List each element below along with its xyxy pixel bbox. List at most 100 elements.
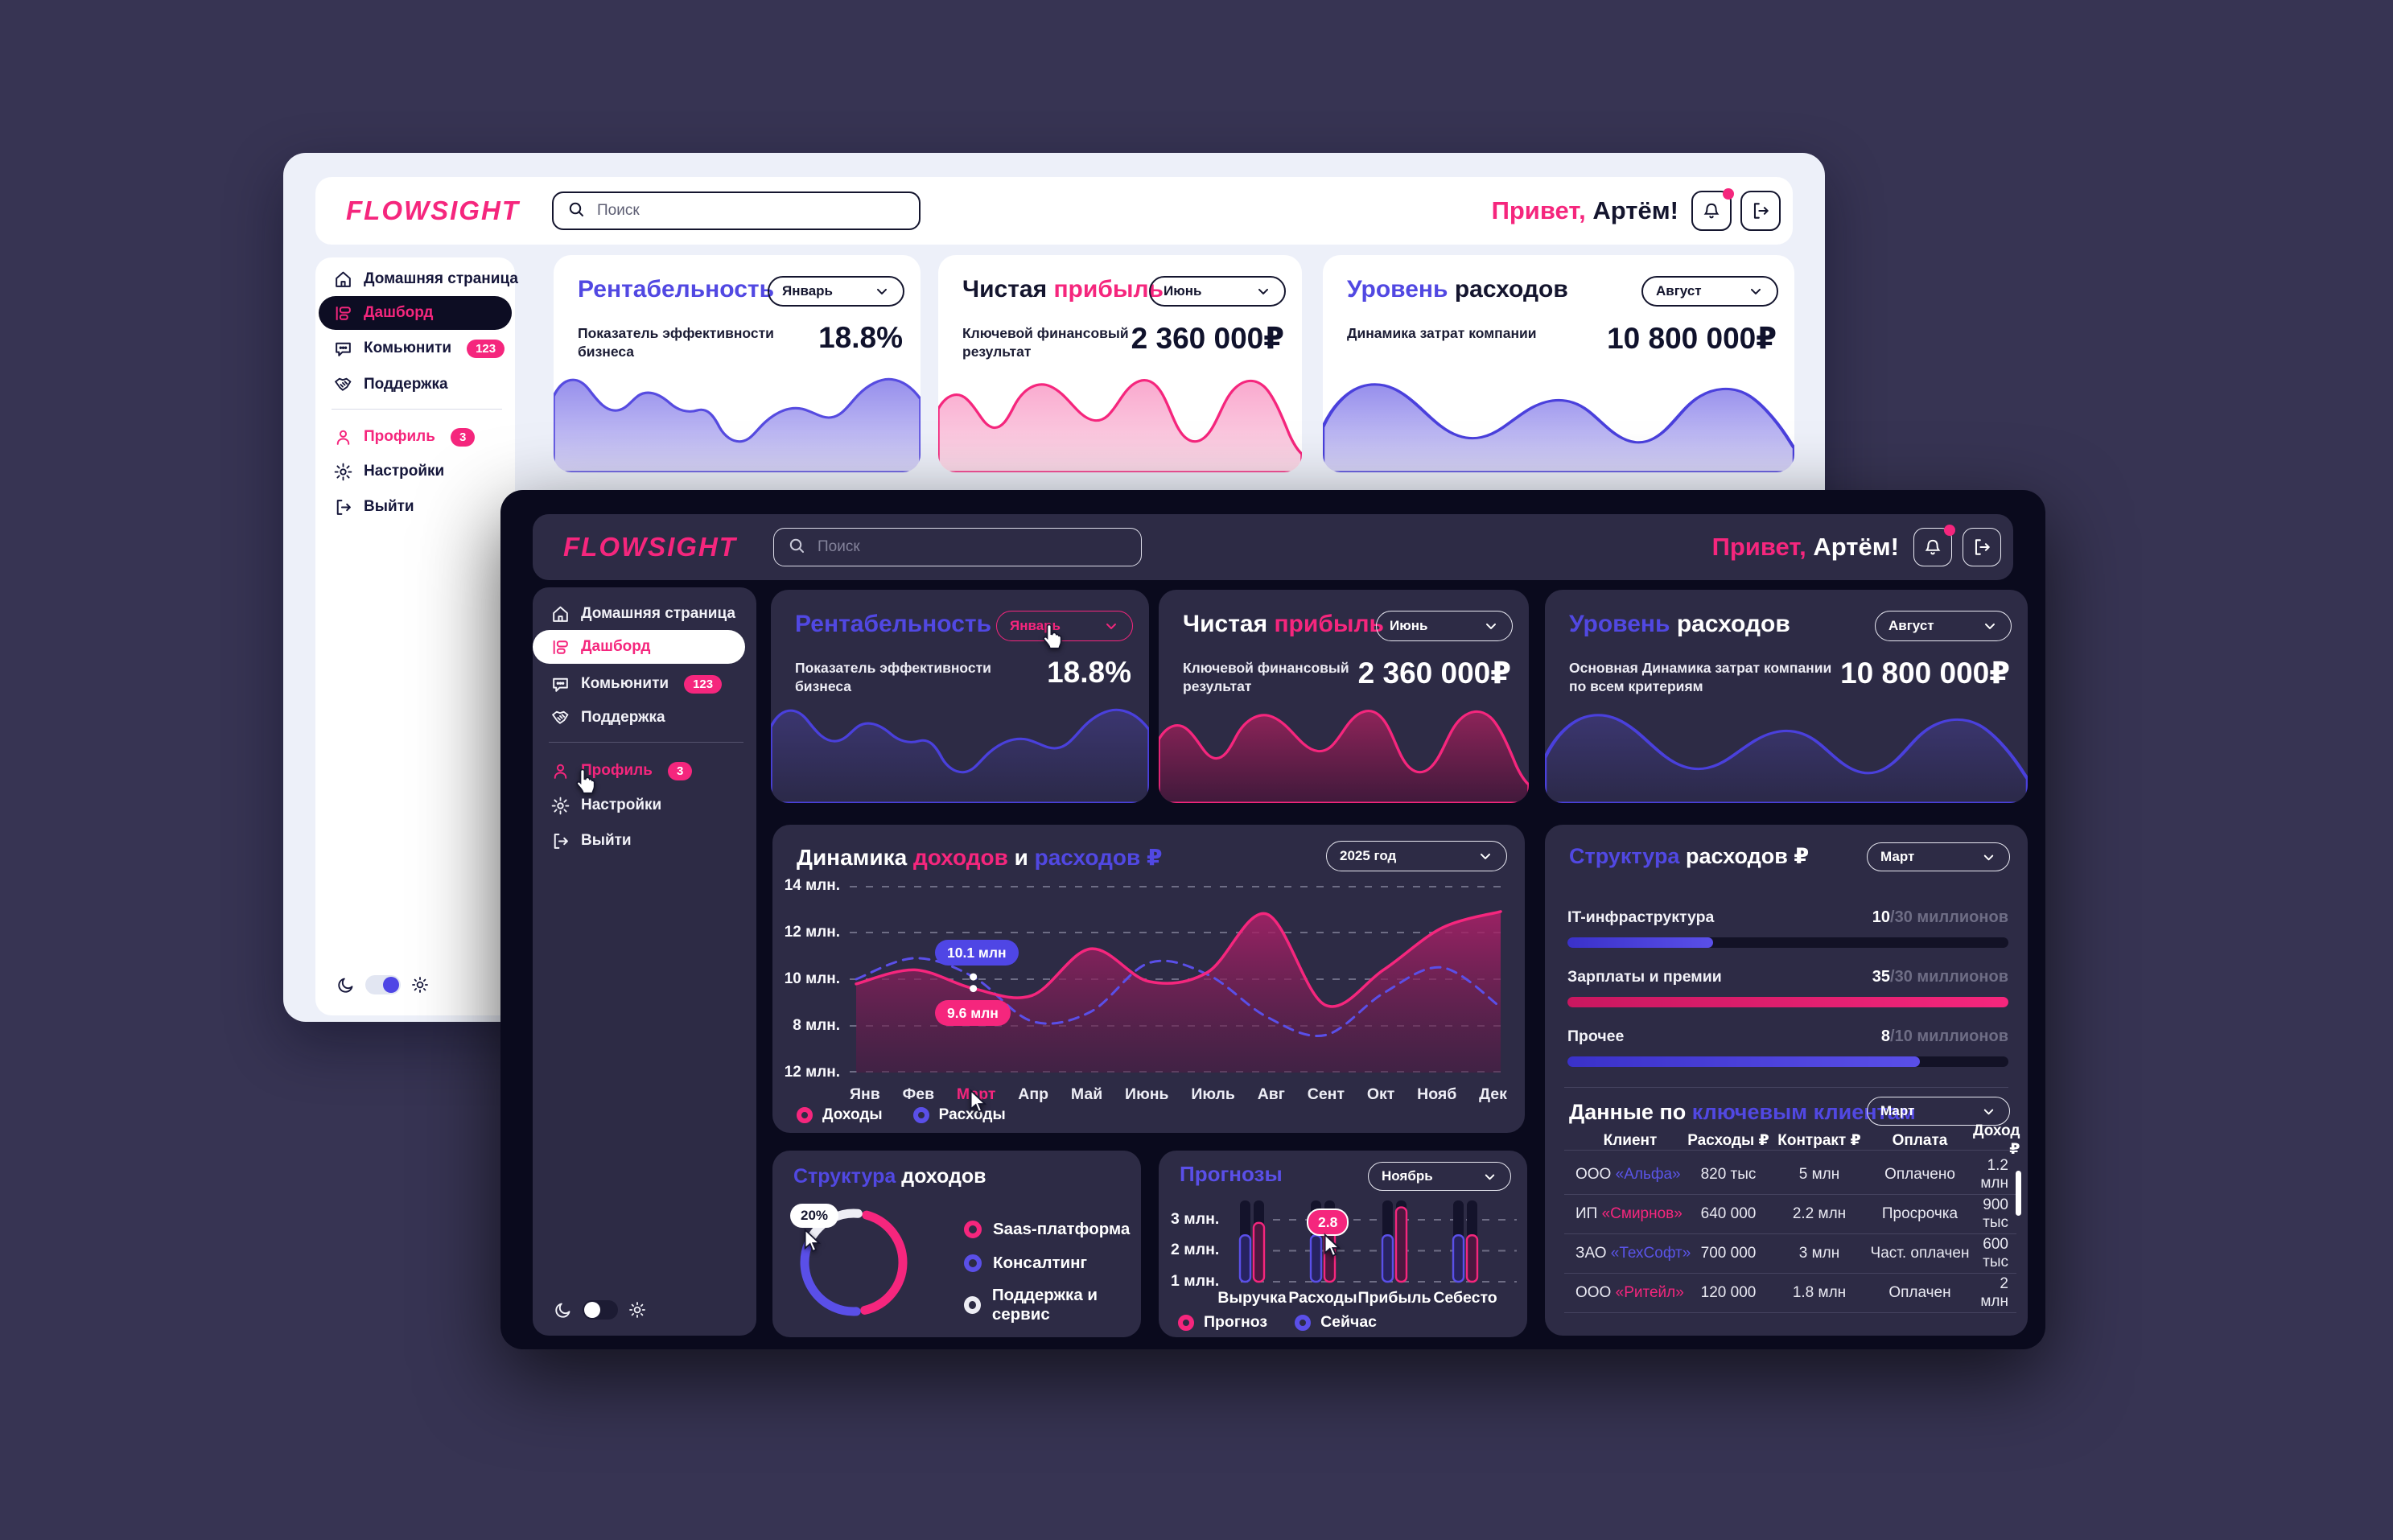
sidebar-item-community[interactable]: Комьюнити 123 [333, 331, 505, 365]
period-select[interactable]: Август [1875, 611, 2012, 641]
period-select[interactable]: Июнь [1376, 611, 1513, 641]
logout-button[interactable] [1740, 191, 1781, 231]
chevron-down-icon [1486, 623, 1496, 629]
month-label[interactable]: Фев [902, 1085, 935, 1103]
sidebar-item-settings[interactable]: Настройки [550, 789, 747, 822]
table-row[interactable]: ЗАО «ТехСофт» 700 000 3 млн Част. оплаче… [1564, 1233, 2016, 1274]
sidebar-item-profile[interactable]: Профиль 3 [333, 420, 505, 454]
sidebar-item-support[interactable]: Поддержка [550, 701, 747, 735]
scrollbar[interactable] [2016, 1171, 2021, 1216]
now-legend-dot [1295, 1314, 1312, 1331]
month-label[interactable]: Нояб [1417, 1085, 1457, 1103]
sidebar-item-logout[interactable]: Выйти [333, 490, 505, 524]
forecast-card: Прогнозы Ноябрь 3 млн. 2 млн. 1 млн. Выр… [1159, 1151, 1527, 1337]
greeting: Привет, Артём! [1711, 533, 1899, 561]
logout-icon [336, 499, 351, 515]
month-label[interactable]: Авг [1257, 1085, 1285, 1103]
community-badge: 123 [467, 339, 505, 358]
sidebar-item-dashboard[interactable]: Дашборд [533, 630, 745, 664]
notifications-button[interactable] [1913, 525, 1955, 566]
table-row[interactable]: ИП «Смирнов» 640 000 2.2 млн Просрочка 9… [1564, 1194, 2016, 1234]
handshake-icon [335, 377, 352, 391]
kpi-card-expense-level: Уровень расходов Август Основная Динамик… [1545, 590, 2028, 803]
greeting: Привет, Артём! [1491, 196, 1678, 224]
chat-icon [553, 677, 568, 692]
progress-fill [1567, 997, 2008, 1007]
chevron-down-icon [1751, 288, 1761, 294]
month-label[interactable]: Июнь [1125, 1085, 1169, 1103]
consulting-legend-dot [964, 1254, 982, 1272]
kpi-card-net-profit: Чистая прибыль Июнь Ключевой финансовый … [938, 255, 1302, 472]
logout-icon [1753, 203, 1769, 219]
donut-tooltip: 20% [790, 1204, 839, 1228]
period-select[interactable]: Июнь [1149, 276, 1286, 307]
year-select[interactable]: 2025 год [1326, 841, 1507, 871]
income-tooltip: 9.6 млн [935, 1000, 1011, 1026]
wave-chart [1323, 360, 1794, 472]
month-label[interactable]: Июль [1191, 1085, 1235, 1103]
sidebar-item-logout[interactable]: Выйти [550, 824, 747, 858]
month-label[interactable]: Апр [1018, 1085, 1049, 1103]
table-row[interactable]: ООО «Альфа» 820 тыс 5 млн Оплачено 1.2 м… [1564, 1155, 2016, 1195]
sidebar-item-profile[interactable]: Профиль 3 [550, 754, 747, 788]
search-bar[interactable] [773, 528, 1142, 566]
y-axis-label: 10 млн. [784, 970, 840, 987]
month-label[interactable]: Май [1070, 1085, 1103, 1103]
month-select[interactable]: Март [1867, 1097, 2010, 1126]
logout-icon [554, 833, 568, 849]
theme-toggle[interactable] [583, 1300, 618, 1320]
progress-bar-it [1567, 937, 2008, 948]
sidebar-item-support[interactable]: Поддержка [333, 368, 505, 401]
month-label-active[interactable]: Март [956, 1085, 996, 1103]
gear-icon [334, 463, 352, 480]
chevron-down-icon [1106, 623, 1116, 629]
category-label: Себесто [1433, 1289, 1497, 1307]
chevron-down-icon [1258, 288, 1268, 294]
month-label[interactable]: Янв [850, 1085, 880, 1103]
month-label[interactable]: Дек [1479, 1085, 1507, 1103]
profile-badge: 3 [450, 427, 476, 447]
sidebar-item-home[interactable]: Домашняя страница [333, 262, 518, 296]
month-label[interactable]: Окт [1366, 1085, 1395, 1103]
chevron-down-icon [1983, 854, 1994, 860]
kpi-card-expense-level: Уровень расходов Август Динамика затрат … [1323, 255, 1794, 472]
kpi-card-net-profit: Чистая прибыль Июнь Ключевой финансовый … [1159, 590, 1529, 803]
sidebar-item-dashboard[interactable]: Дашборд [319, 296, 512, 330]
progress-fill [1567, 1056, 1921, 1067]
month-select[interactable]: Ноябрь [1368, 1162, 1511, 1191]
search-icon [787, 536, 806, 559]
period-select[interactable]: Август [1641, 276, 1778, 307]
logout-button[interactable] [1963, 528, 2001, 566]
month-select[interactable]: Март [1867, 842, 2010, 871]
progress-bar-other [1567, 1056, 2008, 1067]
search-input[interactable] [816, 537, 1109, 557]
right-panel: Структура расходов ₽ Март IT-инфраструкт… [1545, 825, 2028, 1336]
category-label: Расходы [1288, 1289, 1357, 1307]
theme-toggle[interactable] [365, 975, 401, 994]
search-icon [566, 200, 586, 223]
month-label[interactable]: Сент [1307, 1085, 1345, 1103]
theme-switcher [554, 1300, 647, 1320]
sidebar-item-community[interactable]: Комьюнити 123 [550, 667, 747, 701]
profile-icon [554, 764, 567, 779]
moon-icon [555, 1303, 570, 1318]
chart-legend: Доходы Расходы [797, 1106, 1006, 1124]
search-input[interactable] [595, 201, 888, 220]
search-bar[interactable] [552, 191, 921, 230]
chat-icon [336, 342, 351, 356]
period-select[interactable]: Январь [768, 276, 904, 307]
notifications-button[interactable] [1691, 188, 1734, 231]
table-header: Клиент Расходы ₽ Контракт ₽ Оплата Доход… [1603, 1122, 2020, 1158]
theme-switcher [336, 975, 430, 994]
period-select[interactable]: Январь [996, 611, 1133, 641]
table-row[interactable]: ООО «Ритейл» 120 000 1.8 млн Оплачен 2 м… [1564, 1273, 2016, 1313]
expenses-legend-dot [912, 1107, 929, 1123]
brand-logo: FLOWSIGHT [346, 196, 520, 225]
progress-bar-salary [1567, 997, 2008, 1007]
legend-item: Поддержка и сервис [964, 1286, 1141, 1324]
dashboard-icon [336, 306, 351, 320]
gear-icon [551, 797, 570, 814]
dynamics-chart-card: Динамика доходов и расходов ₽ 2025 год 1… [772, 825, 1525, 1133]
sidebar-item-home[interactable]: Домашняя страница [550, 597, 747, 631]
sidebar-item-settings[interactable]: Настройки [333, 455, 505, 488]
